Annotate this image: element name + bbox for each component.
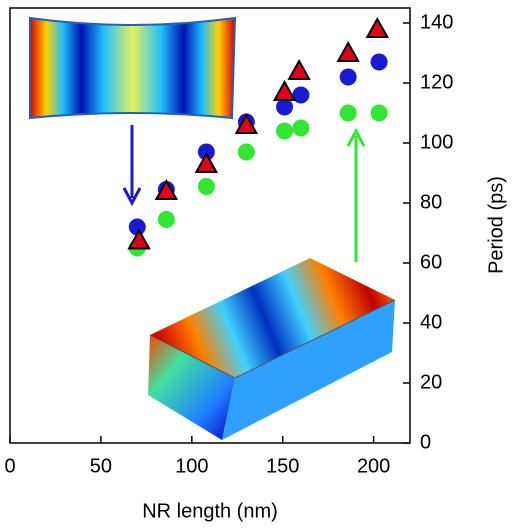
circle-marker bbox=[292, 119, 310, 137]
plot-area bbox=[127, 16, 389, 257]
circle-marker bbox=[370, 104, 388, 122]
inset-bottom bbox=[148, 258, 396, 440]
circle-marker bbox=[197, 178, 215, 195]
arrows bbox=[122, 125, 366, 262]
triangle-marker bbox=[127, 228, 151, 250]
y-tick-label: 60 bbox=[420, 251, 442, 273]
frame bbox=[9, 7, 411, 444]
x-tick-label: 150 bbox=[266, 455, 299, 477]
triangle-marker bbox=[336, 40, 360, 62]
y-tick-label: 140 bbox=[420, 11, 453, 33]
y-axis-label: Period (ps) bbox=[485, 176, 507, 274]
circle-marker bbox=[276, 98, 294, 116]
y-tick-label: 100 bbox=[420, 131, 453, 153]
y-tick-label: 40 bbox=[420, 311, 442, 333]
circle-marker bbox=[292, 86, 310, 104]
x-tick-label: 0 bbox=[4, 455, 15, 477]
y-tick-label: 80 bbox=[420, 191, 442, 213]
circle-marker bbox=[128, 218, 146, 236]
circle-marker bbox=[339, 68, 357, 86]
inset-top bbox=[29, 16, 237, 120]
y-tick-label: 120 bbox=[420, 71, 453, 93]
triangle-marker bbox=[287, 58, 311, 80]
y-tick-label: 20 bbox=[420, 371, 442, 393]
triangle-marker bbox=[365, 16, 389, 38]
x-tick-label: 200 bbox=[357, 455, 390, 477]
triangle-marker bbox=[234, 112, 259, 134]
y-tick-label: 0 bbox=[420, 431, 431, 453]
x-tick-label: 100 bbox=[175, 455, 208, 477]
x-tick-label: 50 bbox=[90, 455, 112, 477]
circle-marker bbox=[339, 104, 357, 122]
triangle-marker bbox=[154, 178, 179, 200]
x-axis-label: NR length (nm) bbox=[142, 500, 278, 522]
circle-marker bbox=[370, 53, 388, 71]
circle-marker bbox=[157, 211, 175, 228]
circle-marker bbox=[237, 143, 255, 161]
circle-marker bbox=[276, 122, 294, 140]
triangle-marker bbox=[272, 79, 297, 101]
triangle-marker bbox=[194, 151, 219, 173]
